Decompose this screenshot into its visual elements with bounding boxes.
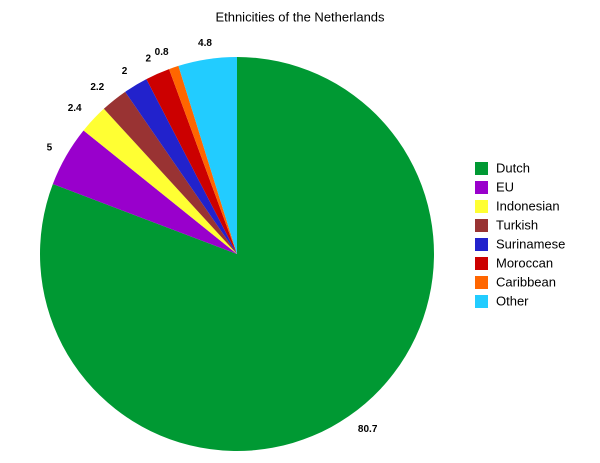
legend-label: Indonesian: [496, 198, 560, 213]
pie-slice: [178, 57, 237, 254]
value-label: 4.8: [198, 38, 212, 49]
legend-swatch: [475, 295, 488, 308]
value-label: 0.8: [155, 47, 169, 58]
legend-swatch: [475, 238, 488, 251]
pie-slice: [52, 130, 238, 254]
value-label: 80.7: [358, 424, 378, 435]
legend-label: Other: [496, 293, 529, 308]
legend-swatch: [475, 276, 488, 289]
legend-label: Dutch: [496, 160, 530, 175]
pie-slice: [103, 91, 237, 255]
pie-slice: [125, 79, 237, 254]
legend-swatch: [475, 181, 488, 194]
legend-label: EU: [496, 179, 514, 194]
chart-title: Ethnicities of the Netherlands: [215, 9, 385, 24]
legend-label: Surinamese: [496, 236, 565, 251]
value-label: 5: [47, 143, 53, 154]
legend-swatch: [475, 200, 488, 213]
pie-slice: [169, 65, 237, 254]
legend-label: Turkish: [496, 217, 538, 232]
legend-swatch: [475, 219, 488, 232]
value-label: 2: [146, 54, 152, 65]
value-label: 2: [122, 66, 128, 77]
legend-swatch: [475, 257, 488, 270]
pie-slice: [146, 69, 237, 254]
pie-slice: [39, 57, 434, 452]
legend-label: Caribbean: [496, 274, 556, 289]
value-label: 2.2: [90, 82, 104, 93]
legend-label: Moroccan: [496, 255, 553, 270]
value-label: 2.4: [68, 103, 82, 114]
legend-swatch: [475, 162, 488, 175]
pie-slice: [83, 108, 237, 255]
